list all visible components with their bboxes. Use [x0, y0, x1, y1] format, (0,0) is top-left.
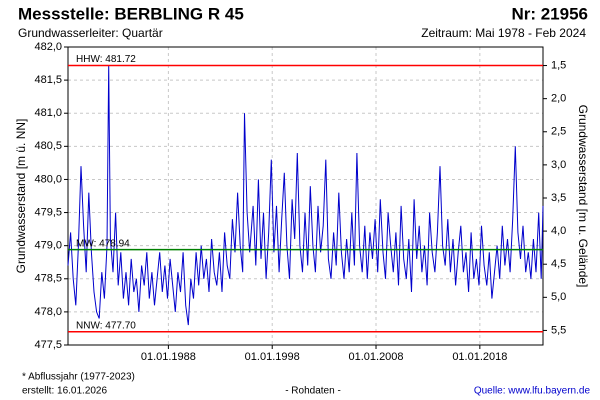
y2-tick-label: 2,5	[551, 126, 566, 138]
x-tick-label: 01.01.2018	[452, 351, 507, 363]
y2-tick-label: 3,5	[551, 192, 566, 204]
period: Zeitraum: Mai 1978 - Feb 2024	[421, 26, 586, 40]
plot-frame	[67, 46, 544, 346]
reference-label: MW: 478.94	[76, 238, 130, 249]
y-tick-label: 478,5	[34, 273, 62, 285]
y-tick-label: 480,0	[34, 173, 62, 185]
y2-tick-label: 3,0	[551, 159, 566, 171]
subtitle: Grundwasserleiter: Quartär	[18, 26, 163, 40]
y-tick-label: 482,0	[34, 41, 62, 53]
y2-tick-label: 1,5	[551, 59, 566, 71]
source-link[interactable]: Quelle: www.lfu.bayern.de	[474, 386, 591, 397]
y-tick-label: 479,0	[34, 240, 62, 252]
y-tick-label: 477,5	[34, 339, 62, 351]
x-tick-label: 01.01.2008	[348, 351, 403, 363]
y-tick-label: 480,5	[34, 140, 62, 152]
x-tick-label: 01.01.1998	[245, 351, 300, 363]
y2-axis-label: Grundwasserstand [m u. Gelände]	[576, 105, 590, 288]
station-number: Nr: 21956	[511, 4, 588, 23]
y-tick-label: 479,5	[34, 206, 62, 218]
y2-tick-label: 5,0	[551, 291, 566, 303]
data-line	[67, 65, 544, 326]
y2-tick-label: 2,0	[551, 93, 566, 105]
y2-tick-label: 5,5	[551, 324, 566, 336]
y2-tick-label: 4,5	[551, 258, 566, 270]
y-axis-label: Grundwasserstand [m ü. NN]	[14, 119, 28, 274]
chart-title: Messstelle: BERBLING R 45	[18, 4, 244, 23]
y-tick-label: 481,0	[34, 107, 62, 119]
y2-tick-label: 4,0	[551, 225, 566, 237]
x-tick-label: 01.01.1988	[141, 351, 196, 363]
y-tick-label: 478,0	[34, 306, 62, 318]
reference-label: HHW: 481.72	[76, 54, 136, 65]
y-tick-label: 481,5	[34, 74, 62, 86]
created-date: erstellt: 16.01.2026	[22, 386, 107, 397]
footnote: * Abflussjahr (1977-2023)	[22, 372, 135, 383]
reference-label: NNW: 477.70	[76, 320, 136, 331]
data-note: - Rohdaten -	[285, 386, 341, 397]
